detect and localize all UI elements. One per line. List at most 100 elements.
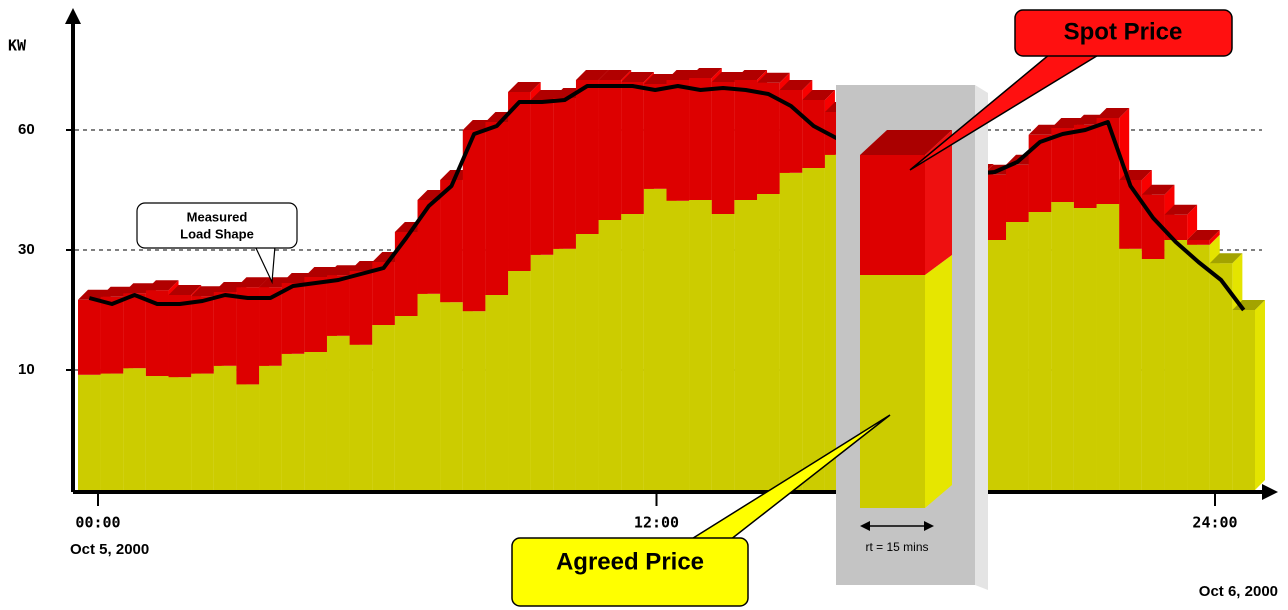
inset-label: rt = 15 mins <box>865 540 928 554</box>
bar <box>802 100 825 168</box>
bar <box>304 277 327 352</box>
bar-side <box>1187 204 1198 240</box>
bar <box>1232 310 1255 490</box>
bar <box>326 275 350 336</box>
bar <box>440 302 463 490</box>
bar <box>711 214 735 490</box>
measured-label: Load Shape <box>180 226 254 241</box>
agreed-callout <box>511 537 749 607</box>
bar-top <box>802 90 835 100</box>
bar <box>983 174 1007 240</box>
bar <box>734 200 758 490</box>
bar <box>462 130 486 312</box>
bar <box>1096 118 1120 204</box>
bar <box>1119 180 1142 249</box>
bar-top <box>1096 108 1130 118</box>
bar <box>1096 204 1120 490</box>
bar <box>372 262 395 325</box>
spot-callout <box>1014 9 1233 57</box>
bar <box>666 80 690 201</box>
bar-top <box>508 82 541 92</box>
bar <box>711 82 735 214</box>
bar <box>213 292 237 366</box>
bar <box>1073 124 1097 208</box>
x-ticks: 00:00 12:00 24:00 <box>75 494 1238 532</box>
bar <box>78 299 101 375</box>
y-tick-label: 10 <box>18 361 35 378</box>
inset-arrowhead <box>860 521 870 531</box>
bar-side <box>1255 300 1265 490</box>
bar <box>779 172 803 491</box>
bar <box>417 293 441 490</box>
bar-top <box>1187 230 1220 240</box>
bar <box>1073 208 1097 490</box>
bar <box>123 293 146 369</box>
inset-arrowhead <box>924 521 934 531</box>
bar <box>394 232 418 316</box>
bar <box>666 200 690 491</box>
bar <box>757 82 780 194</box>
bar <box>757 194 780 490</box>
y-arrow <box>65 8 81 24</box>
bar <box>485 295 509 490</box>
bar <box>530 254 554 490</box>
x-tick-label: 12:00 <box>634 514 679 532</box>
bar <box>575 234 599 490</box>
bar-top <box>1141 184 1175 195</box>
load-line <box>88 84 1246 312</box>
bar <box>394 316 418 490</box>
date-end: Oct 6, 2000 <box>1199 583 1278 600</box>
load-line <box>88 84 1246 312</box>
inset-side-red <box>925 130 952 275</box>
date-start: Oct 5, 2000 <box>70 541 149 558</box>
y-tick-label: 60 <box>18 121 35 138</box>
bar <box>643 84 667 189</box>
bar <box>1209 263 1233 490</box>
bar <box>349 344 373 490</box>
bar <box>349 271 373 345</box>
bar <box>1006 164 1029 222</box>
bar <box>689 200 712 490</box>
measured-tail <box>254 245 276 285</box>
bar <box>643 188 667 491</box>
bar <box>168 295 192 378</box>
measured-label: Measured <box>187 209 248 224</box>
bar <box>236 287 260 385</box>
panel-side <box>975 85 988 590</box>
x-tick-label: 00:00 <box>75 514 120 532</box>
bar <box>508 271 531 490</box>
bar <box>1006 222 1029 490</box>
bar <box>372 325 395 490</box>
bar <box>213 365 237 490</box>
y-tick-label: 30 <box>18 241 35 258</box>
bar <box>1051 202 1074 490</box>
agreed-label: Agreed Price <box>556 548 704 575</box>
bar <box>575 80 599 234</box>
y-label: KW <box>8 37 27 55</box>
inset-side-yellow <box>925 255 952 508</box>
bar <box>802 168 825 490</box>
bar <box>417 200 441 294</box>
bar <box>462 311 486 490</box>
bar <box>326 335 350 490</box>
bar <box>598 220 622 490</box>
bar <box>598 80 622 220</box>
bar-top <box>689 68 722 78</box>
bar-top <box>1164 204 1198 215</box>
bar <box>553 248 576 490</box>
bar <box>1187 240 1210 245</box>
bar <box>689 78 712 200</box>
bar <box>281 283 305 354</box>
bar <box>1119 248 1142 490</box>
bar <box>100 373 124 490</box>
bar <box>1187 244 1210 490</box>
bar <box>100 296 124 374</box>
bar <box>123 368 146 490</box>
bar <box>191 296 214 374</box>
bar-top <box>734 70 768 80</box>
bar <box>281 353 305 490</box>
bar <box>508 92 531 271</box>
bar <box>621 82 644 214</box>
bar-top <box>168 285 202 295</box>
